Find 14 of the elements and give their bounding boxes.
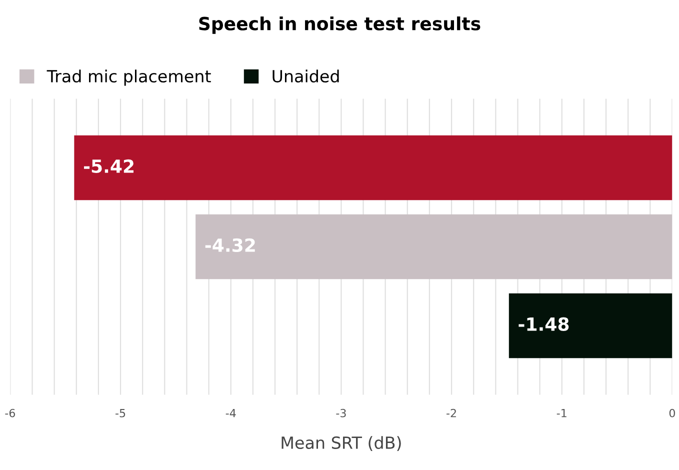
x-tick-label: -6 bbox=[5, 408, 16, 418]
chart-title: Speech in noise test results bbox=[199, 16, 480, 34]
x-axis-title: Mean SRT (dB) bbox=[282, 436, 401, 451]
data-label: -1.48 bbox=[518, 317, 569, 331]
data-label: -4.32 bbox=[205, 238, 255, 252]
data-label: -5.42 bbox=[84, 159, 134, 174]
x-tick-label: -3 bbox=[336, 408, 346, 418]
legend-label: Unaided bbox=[272, 70, 339, 83]
x-tick-label: -2 bbox=[446, 408, 456, 418]
x-tick-label: -4 bbox=[226, 409, 236, 418]
x-tick-label: 0 bbox=[669, 408, 676, 418]
x-tick-label: -5 bbox=[116, 409, 126, 418]
x-tick-label: -1 bbox=[556, 409, 566, 418]
legend-label: Trad mic placement bbox=[46, 70, 211, 86]
